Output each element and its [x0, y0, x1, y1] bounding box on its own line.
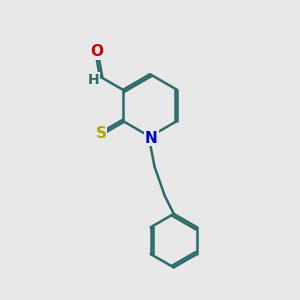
- Text: O: O: [91, 44, 104, 59]
- Text: H: H: [88, 73, 100, 87]
- Text: S: S: [96, 126, 106, 141]
- Text: N: N: [145, 130, 158, 146]
